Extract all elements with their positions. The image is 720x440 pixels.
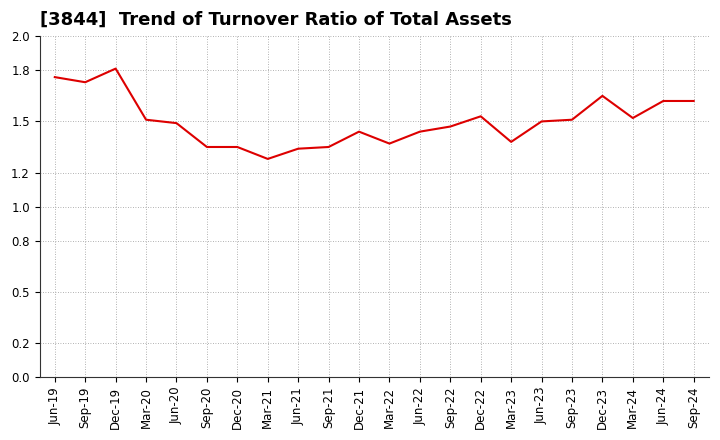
Text: [3844]  Trend of Turnover Ratio of Total Assets: [3844] Trend of Turnover Ratio of Total … bbox=[40, 11, 511, 29]
